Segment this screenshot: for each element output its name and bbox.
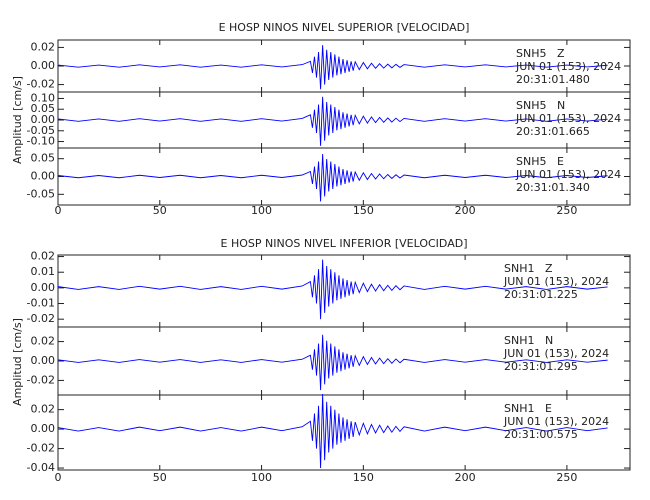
y-tick-label: 0.00: [31, 113, 56, 126]
y-tick-label: -0.10: [27, 135, 55, 148]
y-tick-label: -0.01: [27, 297, 55, 310]
x-tick-label: 150: [353, 204, 374, 217]
y-tick-label: 0.00: [31, 59, 56, 72]
x-tick-label: 50: [153, 471, 167, 484]
waveform: [57, 96, 608, 146]
y-tick-label: -0.02: [27, 78, 55, 91]
x-tick-label: 50: [153, 204, 167, 217]
x-tick-label: 0: [55, 204, 62, 217]
x-tick-label: 150: [353, 471, 374, 484]
trace-station: SNH1 E: [504, 402, 552, 415]
trace-station: SNH1 N: [504, 334, 553, 347]
trace-date: JUN 01 (153), 2024: [515, 60, 621, 73]
chart-title: E HOSP NINOS NIVEL SUPERIOR [VELOCIDAD]: [219, 21, 470, 34]
y-tick-label: -0.02: [27, 312, 55, 325]
waveform: [57, 259, 608, 320]
x-tick-label: 0: [55, 471, 62, 484]
trace-station: SNH5 Z: [516, 47, 565, 60]
trace-station: SNH1 Z: [504, 262, 553, 275]
waveform: [57, 45, 608, 90]
trace-date: JUN 01 (153), 2024: [503, 347, 609, 360]
y-tick-label: 0.05: [31, 102, 56, 115]
y-tick-label: 0.00: [31, 422, 56, 435]
y-tick-label: 0.01: [31, 265, 56, 278]
trace-station: SNH5 N: [516, 99, 565, 112]
trace-time: 20:31:01.225: [504, 288, 578, 301]
trace-date: JUN 01 (153), 2024: [503, 415, 609, 428]
y-tick-label: 0.05: [31, 152, 56, 165]
x-tick-label: 100: [251, 471, 272, 484]
panel-frame: [57, 394, 631, 471]
x-tick-label: 200: [455, 204, 476, 217]
trace-station: SNH5 E: [516, 155, 564, 168]
chart-title: E HOSP NINOS NIVEL INFERIOR [VELOCIDAD]: [221, 237, 468, 250]
y-tick-label: -0.02: [27, 373, 55, 386]
x-tick-label: 200: [455, 471, 476, 484]
y-tick-label: 0.10: [31, 91, 56, 104]
waveform: [57, 154, 608, 202]
y-tick-label: 0.00: [31, 281, 56, 294]
trace-time: 20:31:01.295: [504, 360, 578, 373]
trace-time: 20:31:01.480: [516, 73, 590, 86]
y-tick-label: 0.02: [31, 335, 56, 348]
y-axis-label: Amplitud [cm/s]: [11, 318, 24, 406]
trace-date: JUN 01 (153), 2024: [503, 275, 609, 288]
trace-date: JUN 01 (153), 2024: [515, 168, 621, 181]
y-tick-label: -0.05: [27, 124, 55, 137]
y-axis-label: Amplitud [cm/s]: [11, 76, 24, 164]
y-tick-label: 0.00: [31, 354, 56, 367]
y-tick-label: -0.04: [27, 461, 55, 474]
y-tick-label: -0.05: [27, 187, 55, 200]
y-tick-label: -0.02: [27, 442, 55, 455]
y-tick-label: 0.02: [31, 250, 56, 263]
trace-time: 20:31:01.665: [516, 125, 590, 138]
trace-time: 20:31:01.340: [516, 181, 590, 194]
x-tick-label: 250: [556, 471, 577, 484]
x-tick-label: 100: [251, 204, 272, 217]
trace-date: JUN 01 (153), 2024: [515, 112, 621, 125]
y-tick-label: 0.02: [31, 403, 56, 416]
trace-time: 20:31:00.575: [504, 428, 578, 441]
waveform: [57, 334, 608, 391]
y-tick-label: 0.00: [31, 170, 56, 183]
y-tick-label: 0.02: [31, 40, 56, 53]
waveform: [57, 394, 608, 469]
x-tick-label: 250: [556, 204, 577, 217]
